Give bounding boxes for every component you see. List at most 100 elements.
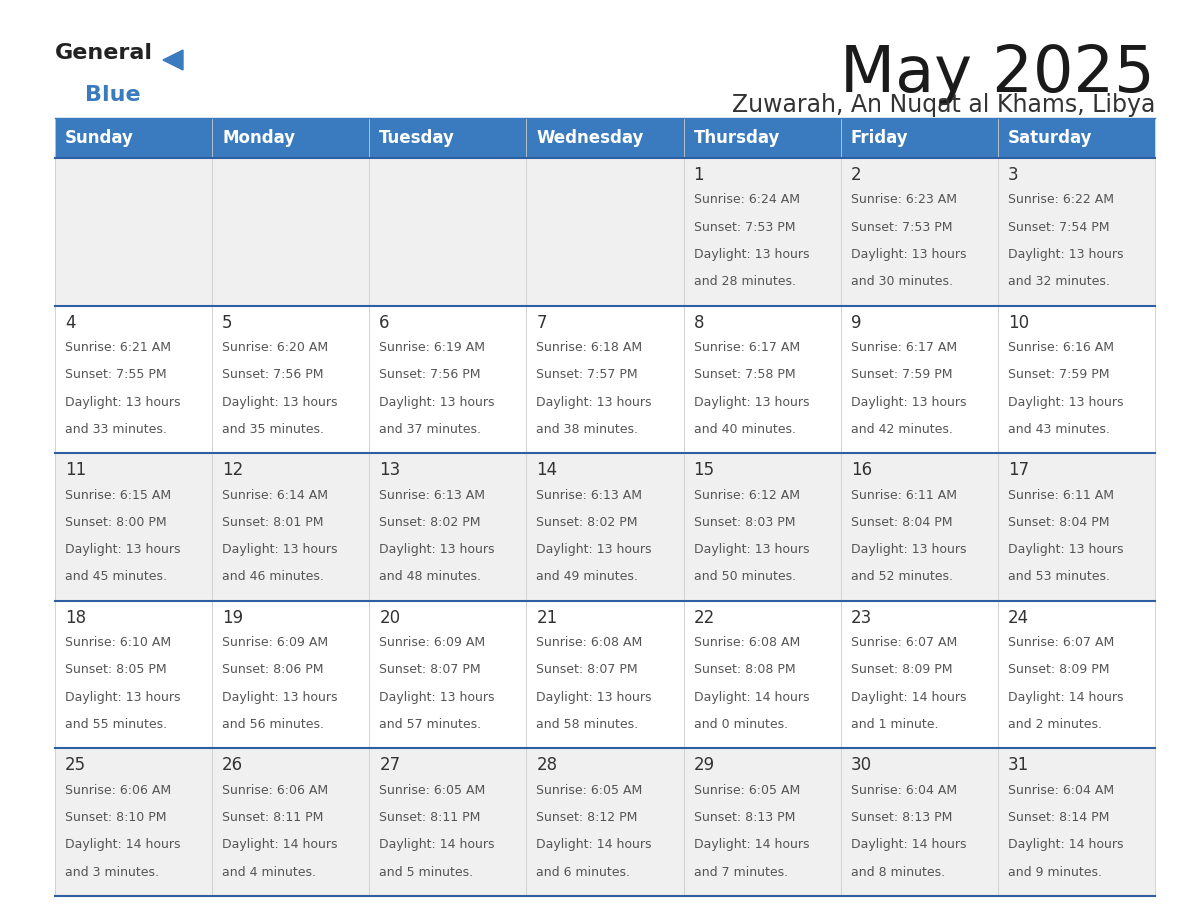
Text: and 5 minutes.: and 5 minutes. <box>379 866 473 879</box>
Text: Daylight: 14 hours: Daylight: 14 hours <box>1007 690 1124 704</box>
Text: and 9 minutes.: and 9 minutes. <box>1007 866 1101 879</box>
Text: Sunrise: 6:09 AM: Sunrise: 6:09 AM <box>222 636 328 649</box>
Text: Daylight: 14 hours: Daylight: 14 hours <box>694 838 809 851</box>
Text: Sunrise: 6:09 AM: Sunrise: 6:09 AM <box>379 636 486 649</box>
Text: Daylight: 13 hours: Daylight: 13 hours <box>1007 543 1124 556</box>
Text: and 56 minutes.: and 56 minutes. <box>222 718 324 731</box>
Text: and 6 minutes.: and 6 minutes. <box>537 866 631 879</box>
Bar <box>841 118 998 158</box>
Text: Sunrise: 6:05 AM: Sunrise: 6:05 AM <box>379 784 486 797</box>
Text: Sunset: 7:53 PM: Sunset: 7:53 PM <box>694 220 795 233</box>
Text: 2: 2 <box>851 166 861 184</box>
Text: and 52 minutes.: and 52 minutes. <box>851 570 953 584</box>
Text: Sunset: 8:09 PM: Sunset: 8:09 PM <box>1007 664 1110 677</box>
Text: 16: 16 <box>851 461 872 479</box>
Text: Sunset: 7:57 PM: Sunset: 7:57 PM <box>537 368 638 381</box>
Text: 21: 21 <box>537 609 557 627</box>
Text: Blue: Blue <box>86 85 140 105</box>
Text: Sunset: 8:04 PM: Sunset: 8:04 PM <box>1007 516 1110 529</box>
Text: and 38 minutes.: and 38 minutes. <box>537 423 638 436</box>
Text: Daylight: 13 hours: Daylight: 13 hours <box>379 543 494 556</box>
Text: Daylight: 13 hours: Daylight: 13 hours <box>694 396 809 409</box>
Text: Sunrise: 6:22 AM: Sunrise: 6:22 AM <box>1007 194 1114 207</box>
Text: Sunset: 8:11 PM: Sunset: 8:11 PM <box>222 811 323 824</box>
Text: and 43 minutes.: and 43 minutes. <box>1007 423 1110 436</box>
Bar <box>683 600 841 748</box>
Text: Daylight: 13 hours: Daylight: 13 hours <box>537 396 652 409</box>
Text: Sunset: 8:00 PM: Sunset: 8:00 PM <box>65 516 166 529</box>
Text: and 2 minutes.: and 2 minutes. <box>1007 718 1101 731</box>
Bar <box>213 158 369 306</box>
Polygon shape <box>163 50 183 70</box>
Bar <box>683 306 841 453</box>
Text: Sunset: 8:13 PM: Sunset: 8:13 PM <box>851 811 952 824</box>
Text: Sunrise: 6:19 AM: Sunrise: 6:19 AM <box>379 341 485 354</box>
Text: Sunrise: 6:12 AM: Sunrise: 6:12 AM <box>694 488 800 501</box>
Bar <box>526 748 683 896</box>
Text: General: General <box>55 43 153 63</box>
Text: Daylight: 13 hours: Daylight: 13 hours <box>379 690 494 704</box>
Text: Daylight: 13 hours: Daylight: 13 hours <box>222 690 337 704</box>
Text: 6: 6 <box>379 314 390 331</box>
Text: 25: 25 <box>65 756 86 775</box>
Text: Sunrise: 6:10 AM: Sunrise: 6:10 AM <box>65 636 171 649</box>
Text: Sunset: 7:54 PM: Sunset: 7:54 PM <box>1007 220 1110 233</box>
Text: Daylight: 13 hours: Daylight: 13 hours <box>222 396 337 409</box>
Text: Sunrise: 6:08 AM: Sunrise: 6:08 AM <box>537 636 643 649</box>
Text: Daylight: 13 hours: Daylight: 13 hours <box>1007 248 1124 261</box>
Text: Sunset: 8:05 PM: Sunset: 8:05 PM <box>65 664 166 677</box>
Text: Daylight: 14 hours: Daylight: 14 hours <box>537 838 652 851</box>
Text: Thursday: Thursday <box>694 129 781 147</box>
Text: Daylight: 14 hours: Daylight: 14 hours <box>65 838 181 851</box>
Text: and 57 minutes.: and 57 minutes. <box>379 718 481 731</box>
Bar <box>526 600 683 748</box>
Text: Daylight: 14 hours: Daylight: 14 hours <box>851 690 966 704</box>
Text: 23: 23 <box>851 609 872 627</box>
Text: Sunset: 8:08 PM: Sunset: 8:08 PM <box>694 664 795 677</box>
Text: Sunrise: 6:04 AM: Sunrise: 6:04 AM <box>1007 784 1114 797</box>
Bar <box>998 118 1155 158</box>
Bar <box>55 748 213 896</box>
Text: and 28 minutes.: and 28 minutes. <box>694 275 796 288</box>
Text: Sunrise: 6:13 AM: Sunrise: 6:13 AM <box>537 488 643 501</box>
Text: 24: 24 <box>1007 609 1029 627</box>
Text: Sunset: 8:03 PM: Sunset: 8:03 PM <box>694 516 795 529</box>
Text: and 50 minutes.: and 50 minutes. <box>694 570 796 584</box>
Text: and 3 minutes.: and 3 minutes. <box>65 866 159 879</box>
Text: Daylight: 13 hours: Daylight: 13 hours <box>379 396 494 409</box>
Text: Sunset: 7:58 PM: Sunset: 7:58 PM <box>694 368 795 381</box>
Text: Sunrise: 6:05 AM: Sunrise: 6:05 AM <box>694 784 800 797</box>
Text: Sunrise: 6:17 AM: Sunrise: 6:17 AM <box>694 341 800 354</box>
Bar <box>369 600 526 748</box>
Text: Sunset: 7:56 PM: Sunset: 7:56 PM <box>222 368 323 381</box>
Text: and 49 minutes.: and 49 minutes. <box>537 570 638 584</box>
Text: Daylight: 13 hours: Daylight: 13 hours <box>537 690 652 704</box>
Text: Daylight: 13 hours: Daylight: 13 hours <box>851 248 966 261</box>
Bar <box>213 453 369 600</box>
Text: Sunset: 8:12 PM: Sunset: 8:12 PM <box>537 811 638 824</box>
Text: Wednesday: Wednesday <box>537 129 644 147</box>
Bar <box>998 600 1155 748</box>
Text: 31: 31 <box>1007 756 1029 775</box>
Text: May 2025: May 2025 <box>840 43 1155 105</box>
Text: and 33 minutes.: and 33 minutes. <box>65 423 166 436</box>
Text: Daylight: 13 hours: Daylight: 13 hours <box>851 543 966 556</box>
Text: 7: 7 <box>537 314 546 331</box>
Text: Sunrise: 6:20 AM: Sunrise: 6:20 AM <box>222 341 328 354</box>
Text: and 45 minutes.: and 45 minutes. <box>65 570 168 584</box>
Text: Sunset: 8:09 PM: Sunset: 8:09 PM <box>851 664 953 677</box>
Text: Sunrise: 6:15 AM: Sunrise: 6:15 AM <box>65 488 171 501</box>
Text: Sunset: 8:01 PM: Sunset: 8:01 PM <box>222 516 323 529</box>
Bar <box>213 600 369 748</box>
Bar <box>841 453 998 600</box>
Text: Sunrise: 6:14 AM: Sunrise: 6:14 AM <box>222 488 328 501</box>
Text: Sunset: 8:13 PM: Sunset: 8:13 PM <box>694 811 795 824</box>
Bar <box>526 306 683 453</box>
Text: and 0 minutes.: and 0 minutes. <box>694 718 788 731</box>
Text: 29: 29 <box>694 756 715 775</box>
Text: and 32 minutes.: and 32 minutes. <box>1007 275 1110 288</box>
Bar <box>369 158 526 306</box>
Bar <box>213 306 369 453</box>
Bar <box>683 748 841 896</box>
Text: 26: 26 <box>222 756 244 775</box>
